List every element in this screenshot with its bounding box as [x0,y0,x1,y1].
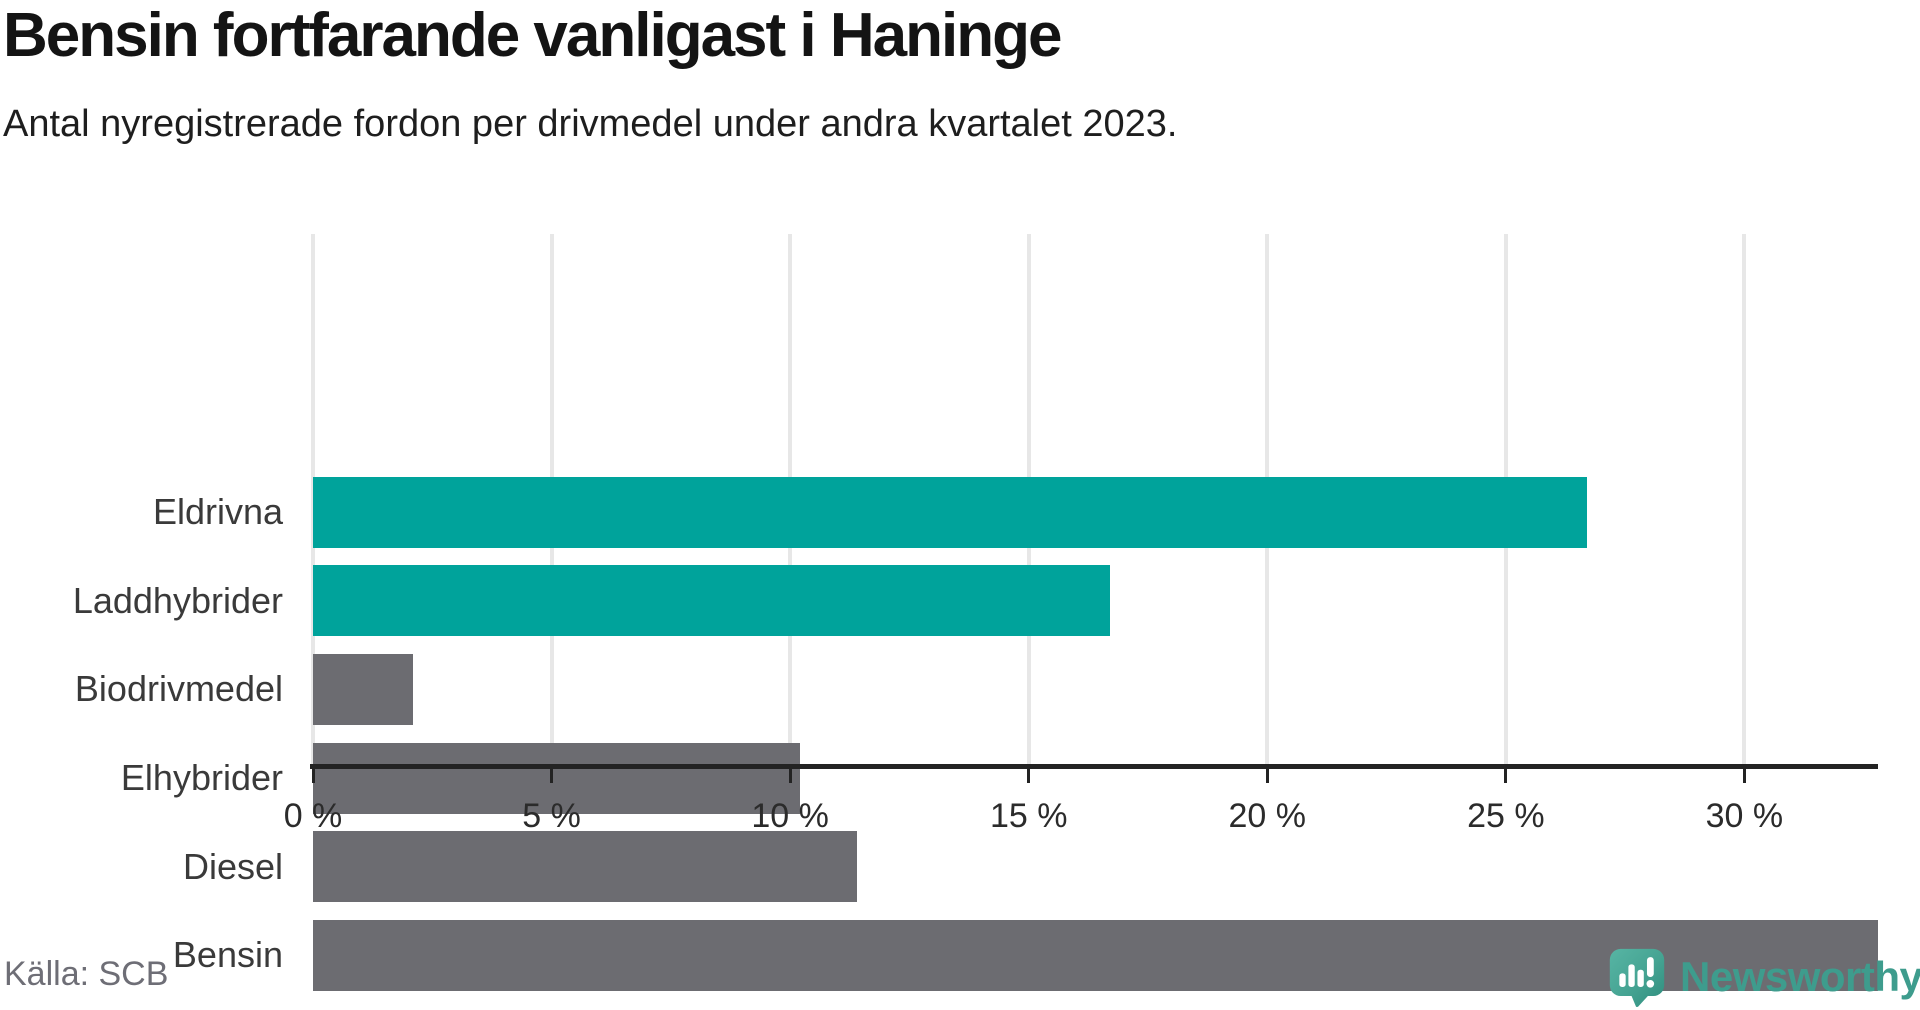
brand-name: Newsworthy [1680,953,1920,1000]
bar-diesel [313,831,857,903]
newsworthy-logo: Newsworthy [1608,946,1920,1008]
x-tick-25 [1504,769,1508,783]
x-tick-20 [1265,769,1269,783]
x-axis-line [310,764,1878,769]
bar-laddhybrider [313,565,1110,637]
category-label-eldrivna: Eldrivna [152,491,283,532]
category-label-biodrivmedel: Biodrivmedel [74,668,283,710]
chart-subtitle: Antal nyregistrerade fordon per drivmede… [3,103,1178,145]
chart-title: Bensin fortfarande vanligast i Haninge [3,1,1062,70]
category-label-elhybrider: Elhybrider [120,757,283,798]
bar-eldrivna [313,476,1587,548]
source-label: Källa: SCB [4,955,169,993]
x-tick-label-15: 15 % [989,797,1068,835]
x-tick-label-25: 25 % [1467,797,1545,835]
plot-area: Eldrivna Laddhybrider Biodrivmedel Elhybrid… [0,234,1878,992]
x-tick-label-20: 20 % [1228,797,1307,835]
x-tick-label-10: 10 % [751,797,829,835]
x-tick-15 [1027,769,1031,783]
x-tick-5 [550,769,554,783]
bar-row-elhybrider: Elhybrider [0,734,1878,823]
category-label-laddhybrider: Laddhybrider [72,579,283,621]
bar-row-laddhybrider: Laddhybrider [0,557,1878,646]
bar-row-biodrivmedel: Biodrivmedel [0,645,1878,734]
bar-row-diesel: Diesel [0,823,1878,912]
x-tick-10 [788,769,792,783]
x-tick-label-5: 5 % [522,797,581,835]
category-label-diesel: Diesel [182,845,283,887]
bar-row-bensin: Bensin [0,911,1878,1000]
bar-biodrivmedel [313,654,414,726]
x-tick-30 [1742,769,1746,783]
x-tick-label-30: 30 % [1705,797,1784,835]
x-tick-0 [311,769,315,783]
x-tick-label-0: 0 % [283,797,343,835]
newsworthy-pin-bar-chart-icon [1609,948,1665,1007]
bar-elhybrider [313,742,800,814]
bar-row-eldrivna: Eldrivna [0,468,1878,557]
gridline-30 [1742,234,1747,766]
category-label-bensin: Bensin [172,934,283,976]
